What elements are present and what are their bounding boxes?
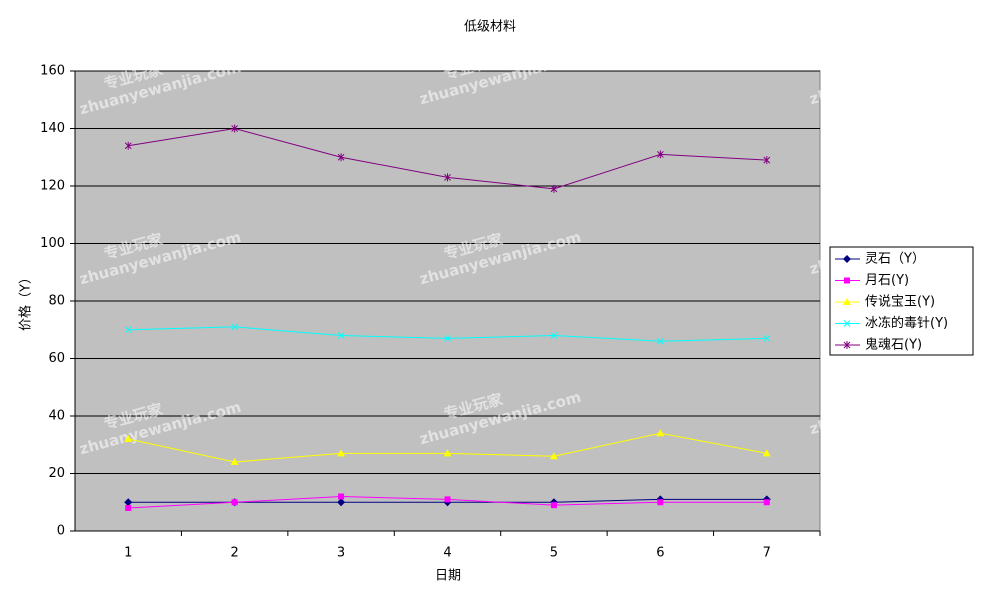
marker [549, 452, 558, 460]
marker [763, 499, 770, 506]
legend-label: 传说宝玉(Y) [865, 295, 935, 310]
marker [443, 449, 452, 457]
marker [124, 326, 132, 334]
y-tick-label: 60 [48, 351, 65, 366]
marker [230, 458, 239, 465]
marker [444, 335, 451, 342]
marker [124, 498, 133, 507]
x-tick-label: 1 [124, 546, 132, 561]
legend-label: 灵石（Y） [865, 252, 925, 267]
y-tick-label: 100 [40, 236, 65, 251]
legend-label: 鬼魂石(Y) [865, 337, 922, 353]
marker [843, 298, 851, 305]
legend-label: 月石(Y) [865, 273, 909, 288]
marker [843, 255, 851, 263]
y-tick-label: 140 [40, 121, 65, 136]
marker [337, 153, 345, 162]
y-tick-label: 20 [48, 466, 65, 481]
marker [337, 449, 346, 457]
marker [231, 323, 238, 331]
x-tick-label: 7 [763, 546, 771, 561]
marker [843, 320, 851, 327]
y-axis-label: 价格（Y） [18, 271, 34, 331]
marker [124, 435, 133, 442]
marker [843, 341, 851, 349]
marker [337, 498, 346, 507]
marker [657, 337, 664, 345]
marker [762, 449, 771, 457]
marker [444, 173, 451, 182]
y-tick-label: 0 [57, 524, 65, 539]
marker [550, 184, 558, 193]
x-tick-label: 4 [443, 546, 451, 561]
y-tick-label: 40 [48, 409, 65, 424]
x-axis-label: 日期 [435, 569, 461, 584]
y-tick-label: 160 [40, 64, 65, 79]
x-tick-label: 5 [550, 546, 558, 561]
marker [656, 429, 665, 437]
chart-title: 低级材料 [464, 20, 516, 35]
x-tick-label: 6 [656, 546, 664, 561]
y-tick-label: 120 [40, 179, 65, 194]
marker [338, 493, 345, 500]
marker [231, 124, 238, 133]
marker [124, 141, 132, 150]
x-tick-label: 2 [231, 546, 239, 561]
marker [657, 150, 664, 159]
marker [550, 502, 557, 509]
marker [550, 332, 558, 339]
marker [763, 335, 771, 342]
y-tick-label: 80 [48, 294, 65, 309]
marker [337, 332, 345, 339]
x-tick-label: 3 [337, 546, 345, 561]
marker [844, 277, 850, 284]
marker [231, 499, 238, 506]
marker [657, 499, 664, 506]
marker [125, 505, 132, 511]
marker [763, 156, 771, 165]
legend-label: 冰冻的毒针(Y) [865, 315, 948, 331]
marker [444, 496, 451, 503]
legend [829, 246, 974, 356]
